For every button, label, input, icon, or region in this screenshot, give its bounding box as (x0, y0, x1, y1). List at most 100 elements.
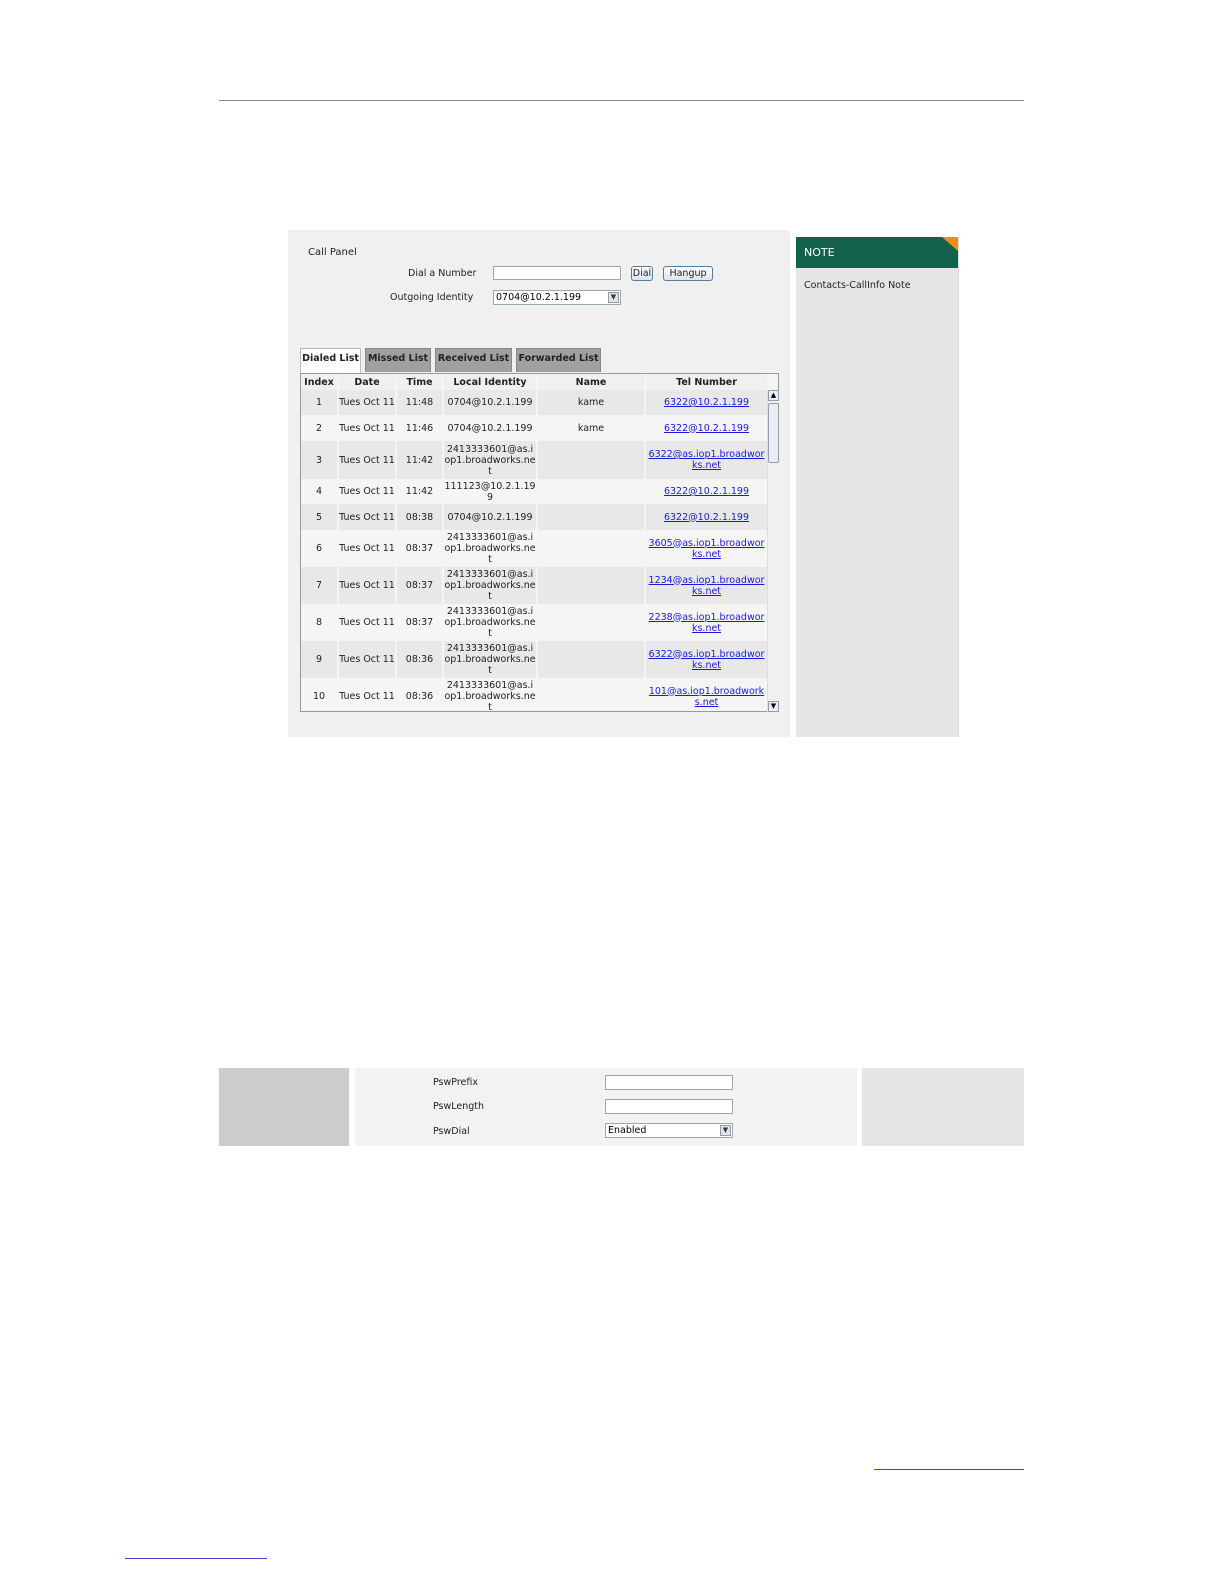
cell-date: Tues Oct 11 (339, 479, 395, 504)
chevron-down-icon: ▼ (720, 1125, 731, 1136)
table-row[interactable]: 6 Tues Oct 11 08:37 2413333601@as.iop1.broa… (301, 530, 767, 567)
cell-index: 1 (301, 390, 337, 415)
cell-index: 6 (301, 530, 337, 567)
dial-number-label: Dial a Number (408, 268, 477, 279)
cell-time: 08:36 (397, 678, 442, 711)
dial-number-input[interactable] (493, 266, 621, 280)
scroll-up-icon[interactable]: ▲ (768, 390, 779, 401)
table-row[interactable]: 1 Tues Oct 11 11:48 0704@10.2.1.199 kame 6322… (301, 390, 767, 415)
tab-dialed-list[interactable]: Dialed List (300, 348, 361, 374)
cell-name (538, 678, 644, 711)
psw-prefix-label: PswPrefix (433, 1077, 478, 1088)
psw-prefix-input[interactable] (605, 1075, 733, 1090)
column-header-name: Name (538, 374, 644, 390)
tel-number-link[interactable]: 101@as.iop1.broadworks.net (648, 685, 765, 708)
chevron-down-icon: ▼ (608, 292, 619, 303)
outgoing-identity-select[interactable]: 0704@10.2.1.199 ▼ (493, 290, 621, 305)
cell-date: Tues Oct 11 (339, 641, 395, 678)
cell-name (538, 604, 644, 641)
cell-tel-number: 6322@10.2.1.199 (646, 390, 767, 415)
tab-received-list[interactable]: Received List (435, 348, 512, 372)
cell-date: Tues Oct 11 (339, 678, 395, 711)
table-row[interactable]: 4 Tues Oct 11 11:42 111123@10.2.1.199 6322@1… (301, 479, 767, 504)
cell-index: 9 (301, 641, 337, 678)
cell-time: 08:37 (397, 567, 442, 604)
psw-right-panel (862, 1068, 1024, 1146)
cell-time: 08:36 (397, 641, 442, 678)
cell-local-identity: 0704@10.2.1.199 (444, 390, 536, 415)
table-row[interactable]: 9 Tues Oct 11 08:36 2413333601@as.iop1.broa… (301, 641, 767, 678)
column-header-local-identity: Local Identity (444, 374, 536, 390)
column-header-time: Time (397, 374, 442, 390)
note-text: Contacts-CallInfo Note (804, 280, 911, 291)
table-row[interactable]: 2 Tues Oct 11 11:46 0704@10.2.1.199 kame 6322… (301, 415, 767, 441)
cell-tel-number: 1234@as.iop1.broadworks.net (646, 567, 767, 604)
tel-number-link[interactable]: 6322@10.2.1.199 (663, 486, 750, 497)
cell-date: Tues Oct 11 (339, 530, 395, 567)
note-corner-icon (942, 237, 958, 251)
scroll-down-icon[interactable]: ▼ (768, 701, 779, 712)
psw-dial-select[interactable]: Enabled ▼ (605, 1123, 733, 1138)
cell-name (538, 641, 644, 678)
table-row[interactable]: 3 Tues Oct 11 11:42 2413333601@as.iop1.broa… (301, 441, 767, 479)
cell-name (538, 479, 644, 504)
cell-date: Tues Oct 11 (339, 441, 395, 479)
cell-name: kame (538, 390, 644, 415)
cell-tel-number: 6322@as.iop1.broadworks.net (646, 441, 767, 479)
tel-number-link[interactable]: 6322@as.iop1.broadworks.net (648, 648, 765, 671)
cell-index: 3 (301, 441, 337, 479)
note-title: NOTE (796, 237, 958, 268)
cell-local-identity: 2413333601@as.iop1.broadworks.net (444, 567, 536, 604)
footer-link-underline[interactable] (125, 1558, 267, 1559)
cell-index: 4 (301, 479, 337, 504)
cell-time: 08:38 (397, 504, 442, 530)
hangup-button[interactable]: Hangup (663, 266, 713, 281)
tab-forwarded-list[interactable]: Forwarded List (516, 348, 601, 372)
cell-index: 2 (301, 415, 337, 441)
psw-dial-label: PswDial (433, 1126, 470, 1137)
tel-number-link[interactable]: 6322@10.2.1.199 (663, 397, 750, 408)
table-row[interactable]: 10 Tues Oct 11 08:36 2413333601@as.iop1.bro… (301, 678, 767, 711)
cell-tel-number: 6322@10.2.1.199 (646, 479, 767, 504)
tel-number-link[interactable]: 2238@as.iop1.broadworks.net (648, 611, 765, 634)
cell-local-identity: 2413333601@as.iop1.broadworks.net (444, 678, 536, 711)
cell-local-identity: 2413333601@as.iop1.broadworks.net (444, 641, 536, 678)
cell-date: Tues Oct 11 (339, 504, 395, 530)
tel-number-link[interactable]: 6322@10.2.1.199 (663, 511, 750, 523)
cell-name (538, 441, 644, 479)
cell-tel-number: 101@as.iop1.broadworks.net (646, 678, 767, 711)
tel-number-link[interactable]: 6322@10.2.1.199 (663, 422, 750, 434)
call-panel-title: Call Panel (308, 247, 357, 258)
cell-date: Tues Oct 11 (339, 604, 395, 641)
cell-local-identity: 2413333601@as.iop1.broadworks.net (444, 441, 536, 479)
cell-name (538, 530, 644, 567)
cell-time: 11:46 (397, 415, 442, 441)
psw-dial-value: Enabled (608, 1125, 647, 1136)
tel-number-link[interactable]: 3605@as.iop1.broadworks.net (648, 537, 765, 560)
cell-local-identity: 2413333601@as.iop1.broadworks.net (444, 604, 536, 641)
tab-missed-list[interactable]: Missed List (365, 348, 431, 372)
scrollbar-thumb[interactable] (768, 403, 779, 463)
psw-length-input[interactable] (605, 1099, 733, 1114)
tel-number-link[interactable]: 6322@as.iop1.broadworks.net (648, 449, 765, 471)
table-row[interactable]: 8 Tues Oct 11 08:37 2413333601@as.iop1.broa… (301, 604, 767, 641)
cell-date: Tues Oct 11 (339, 415, 395, 441)
cell-time: 11:42 (397, 441, 442, 479)
cell-index: 8 (301, 604, 337, 641)
cell-local-identity: 0704@10.2.1.199 (444, 415, 536, 441)
footer-link-underline[interactable] (874, 1469, 1024, 1470)
cell-index: 7 (301, 567, 337, 604)
cell-index: 5 (301, 504, 337, 530)
column-header-tel-number: Tel Number (646, 374, 767, 390)
dial-button[interactable]: Dial (631, 266, 653, 281)
table-scrollbar[interactable]: ▲ ▼ (767, 390, 780, 712)
note-panel (796, 237, 959, 737)
column-header-date: Date (339, 374, 395, 390)
cell-time: 11:48 (397, 390, 442, 415)
cell-time: 08:37 (397, 530, 442, 567)
psw-length-label: PswLength (433, 1101, 485, 1112)
table-row[interactable]: 5 Tues Oct 11 08:38 0704@10.2.1.199 6322@10.… (301, 504, 767, 530)
table-row[interactable]: 7 Tues Oct 11 08:37 2413333601@as.iop1.broa… (301, 567, 767, 604)
tel-number-link[interactable]: 1234@as.iop1.broadworks.net (648, 574, 765, 597)
